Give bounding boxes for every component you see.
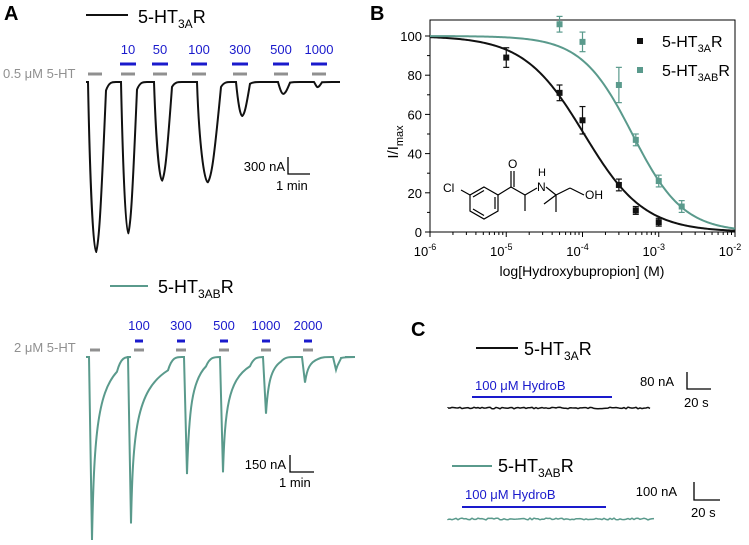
data-point-series-1: [579, 31, 586, 53]
structure-atom-o: O: [508, 157, 517, 171]
data-point-series-1: [655, 174, 662, 188]
application-bars-a-top: [88, 62, 327, 76]
concentration-labels-a-top: 10 50 100 300 500 1000: [121, 42, 334, 57]
x-tick-label: 10-5: [490, 242, 512, 259]
x-axis-label: log[Hydroxybupropion] (M): [500, 263, 665, 279]
y-tick-label: 20: [408, 186, 422, 201]
concentration-label: 1000: [252, 318, 281, 333]
x-tick-label: 10-4: [566, 242, 588, 259]
legend-label-3ab: 5-HT3ABR: [662, 63, 730, 84]
scale-current-c-bottom: 100 nA: [636, 484, 678, 499]
y-tick-label: 40: [408, 147, 422, 162]
structure-atom-h: H: [538, 167, 546, 179]
current-trace-a-bottom: [86, 355, 356, 541]
data-point-series-0: [632, 205, 639, 215]
panel-a-bottom: 5-HT3ABR 2 μM 5-HT 100 300 500 1000 2000 150…: [14, 277, 356, 541]
scale-bar-a-bottom: 150 nA 1 min: [245, 455, 314, 490]
panel-c-top: 5-HT3AR 100 μM HydroB 80 nA 20 s: [447, 339, 711, 410]
structure-atom-oh: OH: [585, 188, 603, 202]
scale-time-a-top: 1 min: [276, 178, 308, 193]
data-point-series-0: [579, 105, 586, 135]
receptor-label-a-bottom: 5-HT3ABR: [158, 277, 234, 301]
inhibition-curve-chart: 10-6 10-5 10-4 10-3 10-2 0 20 40 60 80 100 log[Hy…: [385, 15, 741, 279]
receptor-label-c-top: 5-HT3AR: [524, 339, 592, 363]
y-tick-label: 100: [400, 29, 422, 44]
legend-label-3a: 5-HT3AR: [662, 34, 723, 55]
concentration-label: 10: [121, 42, 135, 57]
concentration-label: 1000: [305, 42, 334, 57]
agonist-label-a-bottom: 2 μM 5-HT: [14, 340, 76, 355]
data-point-series-0: [503, 47, 510, 68]
data-point-series-1: [678, 200, 685, 213]
structure-atom-n: N: [537, 180, 546, 194]
concentration-label: 300: [229, 42, 251, 57]
drug-label-c-bottom: 100 μM HydroB: [465, 487, 556, 502]
current-trace-c-top: [447, 406, 651, 410]
panel-letter-a: A: [4, 3, 18, 25]
x-axis-ticks: 10-6 10-5 10-4 10-3 10-2: [414, 232, 741, 259]
concentration-label: 2000: [294, 318, 323, 333]
chart-legend: 5-HT3AR 5-HT3ABR: [637, 34, 730, 84]
data-point-series-0: [615, 178, 622, 192]
concentration-label: 500: [270, 42, 292, 57]
current-trace-c-bottom: [447, 517, 655, 521]
legend-marker-3ab: [637, 67, 643, 73]
concentration-label: 500: [213, 318, 235, 333]
scale-time-a-bottom: 1 min: [279, 475, 311, 490]
x-tick-label: 10-2: [719, 242, 741, 259]
scale-time-c-bottom: 20 s: [691, 505, 716, 520]
y-tick-label: 80: [408, 68, 422, 83]
hydroxybupropion-structure: Cl O H N OH: [443, 157, 603, 220]
panel-letter-b: B: [370, 3, 384, 25]
panel-c-bottom: 5-HT3ABR 100 μM HydroB 100 nA 20 s: [447, 456, 720, 521]
concentration-label: 50: [153, 42, 167, 57]
x-tick-label: 10-3: [643, 242, 665, 259]
receptor-label-a-top: 5-HT3AR: [138, 7, 206, 31]
legend-marker-3a: [637, 38, 643, 44]
agonist-label-a-top: 0.5 μM 5-HT: [3, 66, 76, 81]
x-tick-label: 10-6: [414, 242, 436, 259]
y-axis-ticks: 0 20 40 60 80 100: [400, 29, 430, 240]
y-tick-label: 60: [408, 107, 422, 122]
y-tick-label: 0: [415, 225, 422, 240]
data-point-series-1: [556, 15, 563, 33]
concentration-label: 300: [170, 318, 192, 333]
scale-bar-c-top: [686, 372, 711, 390]
scale-current-c-top: 80 nA: [640, 374, 674, 389]
scale-time-c-top: 20 s: [684, 395, 709, 410]
concentration-label: 100: [188, 42, 210, 57]
scale-bar-a-top: 300 nA 1 min: [244, 157, 310, 193]
data-point-series-1: [632, 133, 639, 147]
scale-bar-c-bottom: [693, 482, 720, 501]
panel-letter-c: C: [411, 319, 425, 341]
scale-current-a-bottom: 150 nA: [245, 457, 287, 472]
structure-atom-cl: Cl: [443, 181, 454, 195]
data-point-series-0: [655, 217, 662, 227]
receptor-label-c-bottom: 5-HT3ABR: [498, 456, 574, 480]
current-trace-a-top: [86, 81, 340, 254]
drug-label-c-top: 100 μM HydroB: [475, 378, 566, 393]
concentration-labels-a-bottom: 100 300 500 1000 2000: [128, 318, 322, 333]
concentration-label: 100: [128, 318, 150, 333]
scale-current-a-top: 300 nA: [244, 159, 286, 174]
panel-a-top: 5-HT3AR 0.5 μM 5-HT 10 50 100 300 500 1000 30…: [3, 7, 340, 254]
data-points: [503, 15, 685, 227]
y-axis-label: I/Imax: [385, 125, 406, 159]
application-bars-a-bottom: [90, 339, 313, 352]
data-point-series-1: [615, 66, 622, 104]
data-point-series-0: [556, 84, 563, 102]
